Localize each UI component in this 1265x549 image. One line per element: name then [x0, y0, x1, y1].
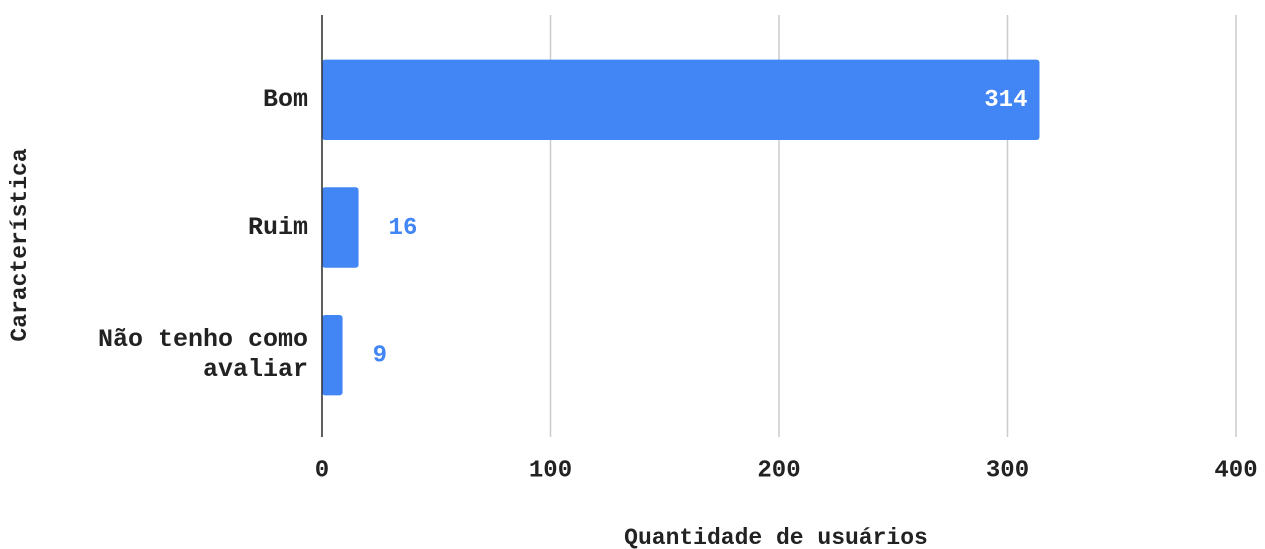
x-tick-label: 0	[315, 457, 329, 484]
x-tick-label: 400	[1214, 457, 1257, 484]
value-label: 314	[984, 87, 1027, 114]
bar	[322, 59, 1040, 141]
bar	[322, 314, 343, 396]
y-tick-label: Ruim	[247, 212, 308, 242]
x-tick-label: 300	[986, 457, 1029, 484]
y-tick-label: Bom	[262, 84, 308, 114]
x-axis-title: Quantidade de usuários	[624, 525, 928, 549]
bar	[322, 187, 359, 268]
y-tick-label: Não tenho como avaliar	[97, 325, 308, 385]
value-label: 16	[389, 215, 418, 242]
x-tick-label: 200	[757, 457, 800, 484]
value-label: 9	[373, 343, 387, 370]
y-axis-title: Característica	[7, 148, 33, 341]
x-tick-label: 100	[529, 457, 572, 484]
